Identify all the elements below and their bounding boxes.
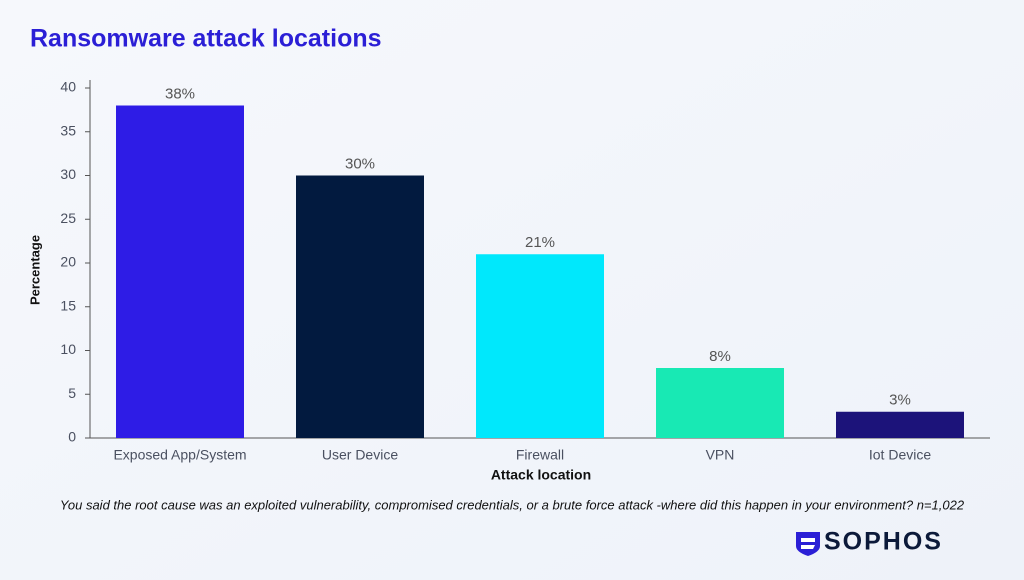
y-tick-label: 25: [60, 210, 76, 226]
y-tick-label: 35: [60, 122, 76, 138]
footnote: You said the root cause was an exploited…: [60, 497, 965, 512]
bar: [476, 254, 604, 438]
chart-title: Ransomware attack locations: [30, 25, 382, 53]
value-label: 21%: [525, 234, 555, 251]
value-label: 30%: [345, 155, 375, 172]
x-tick-label: Iot Device: [869, 447, 931, 463]
value-label: 8%: [709, 348, 731, 365]
y-tick-label: 15: [60, 297, 76, 313]
y-tick-label: 10: [60, 341, 76, 357]
x-tick-label: Exposed App/System: [113, 447, 246, 463]
bar: [116, 105, 244, 438]
bar: [296, 175, 424, 438]
y-tick-label: 0: [68, 429, 76, 445]
x-axis-label: Attack location: [491, 467, 591, 483]
logo: SOPHOS: [796, 528, 943, 556]
bar: [656, 368, 784, 438]
logo-mark: [801, 538, 815, 549]
value-label: 38%: [165, 85, 195, 102]
y-axis-label: Percentage: [27, 235, 42, 305]
x-tick-label: User Device: [322, 447, 398, 463]
logo-text: SOPHOS: [824, 528, 943, 556]
x-tick-label: VPN: [706, 447, 735, 463]
y-tick-label: 20: [60, 254, 76, 270]
bar: [836, 411, 964, 438]
y-tick-label: 40: [60, 79, 76, 95]
x-tick-label: Firewall: [516, 447, 564, 463]
y-tick-label: 30: [60, 166, 76, 182]
y-tick-label: 5: [68, 385, 76, 401]
value-label: 3%: [889, 392, 911, 409]
